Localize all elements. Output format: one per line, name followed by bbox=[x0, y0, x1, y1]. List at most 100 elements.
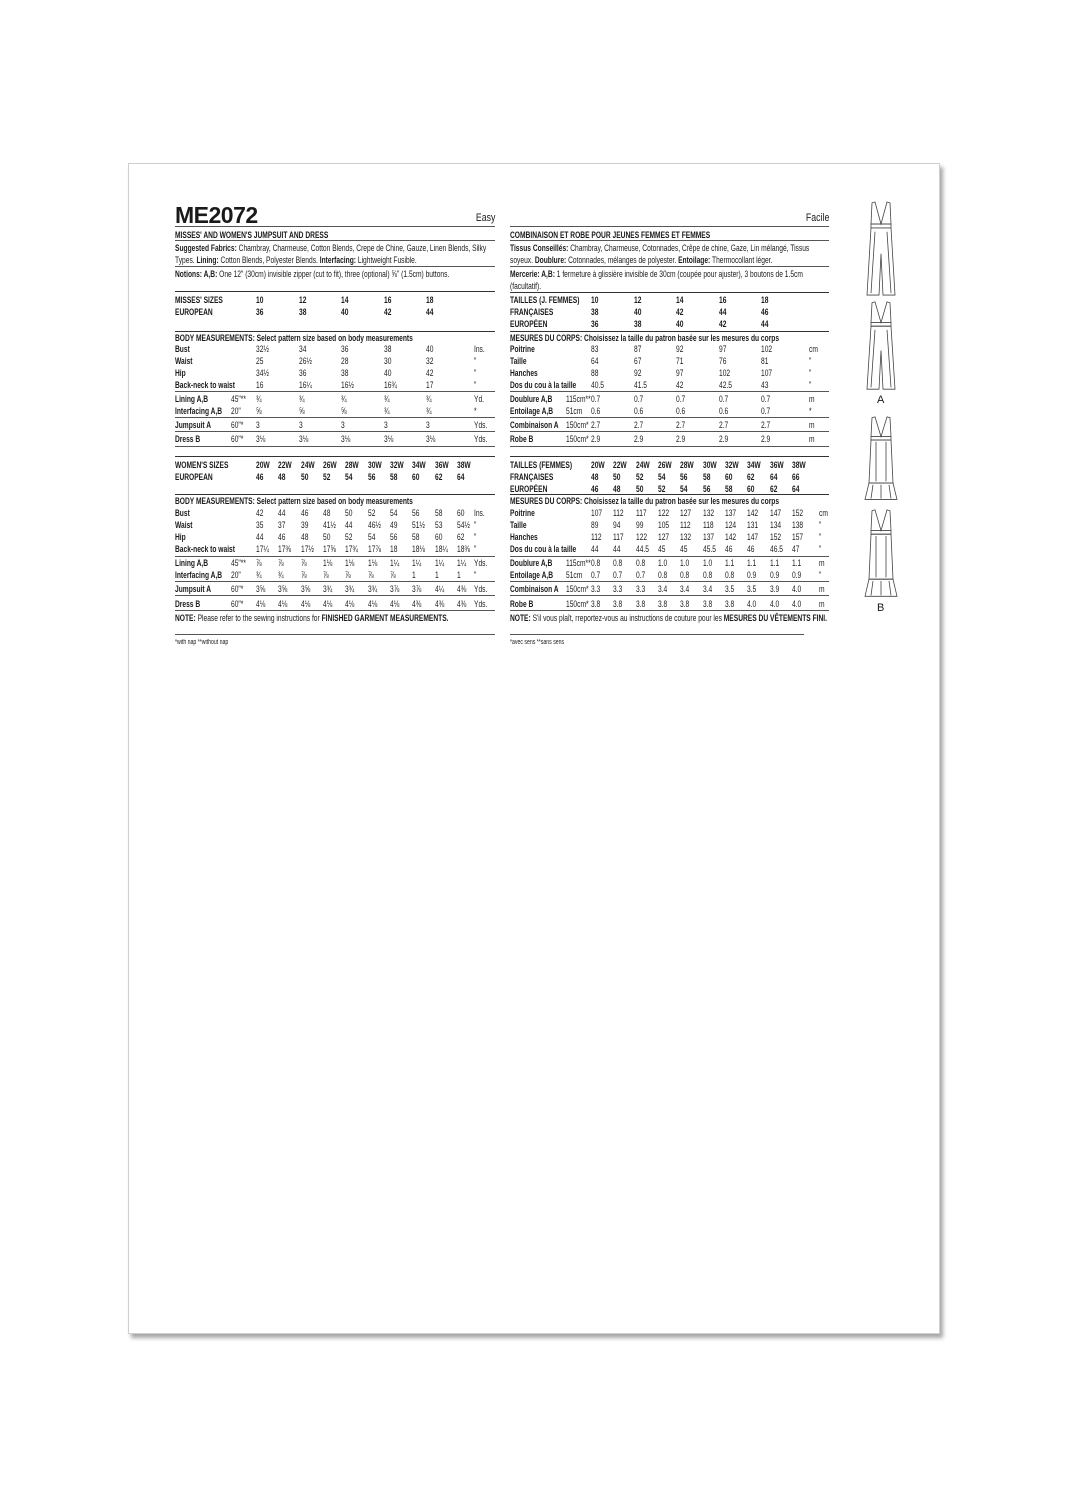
fabric-width: 150cm* bbox=[566, 599, 589, 609]
size-value: 26W bbox=[658, 460, 672, 470]
divider bbox=[175, 417, 495, 418]
size-value: 58 bbox=[434, 508, 443, 518]
body-row-label: Waist bbox=[175, 356, 193, 366]
size-value: 1.1 bbox=[747, 558, 757, 568]
body-row-label: Hip bbox=[175, 368, 186, 378]
size-value: 112 bbox=[613, 508, 624, 518]
yardage-value: 2.7 bbox=[718, 420, 728, 430]
yardage-row-label: Jumpsuit A bbox=[175, 584, 212, 594]
size-value: 17¾ bbox=[345, 544, 359, 554]
size-value: 25 bbox=[256, 356, 264, 366]
size-value: 42 bbox=[676, 307, 684, 317]
size-value: 58 bbox=[702, 472, 711, 482]
size-value: ¾ bbox=[256, 570, 262, 580]
size-value: 94 bbox=[613, 520, 621, 530]
size-row-label: EUROPEAN bbox=[175, 307, 213, 317]
unit: m bbox=[809, 434, 815, 444]
size-value: 40.5 bbox=[591, 380, 604, 390]
size-value: 38W bbox=[457, 460, 471, 470]
size-value: 36 bbox=[341, 344, 349, 354]
size-value: 40 bbox=[633, 307, 641, 317]
size-value: 18 bbox=[390, 544, 398, 554]
size-value: 64 bbox=[792, 484, 800, 494]
size-value: 48 bbox=[591, 472, 599, 482]
unit: " bbox=[474, 368, 477, 378]
divider bbox=[175, 634, 495, 635]
unit: cm bbox=[819, 508, 828, 518]
size-value: 134 bbox=[769, 520, 781, 530]
size-value: 18¼ bbox=[434, 544, 448, 554]
yardage-value: 4.0 bbox=[792, 584, 802, 594]
fabrics-text: Suggested Fabrics: Chambray, Charmeuse, … bbox=[175, 242, 495, 266]
size-value: 48 bbox=[323, 508, 331, 518]
yardage-row-label: Entoilage A,B bbox=[510, 570, 554, 580]
size-value: 89 bbox=[591, 520, 599, 530]
size-value: 24W bbox=[300, 460, 315, 470]
divider bbox=[175, 456, 495, 457]
size-value: 0.7 bbox=[591, 394, 601, 404]
unit: * bbox=[474, 406, 477, 416]
size-value: 16 bbox=[256, 380, 264, 390]
size-value: 56 bbox=[680, 472, 688, 482]
size-value: 42.5 bbox=[718, 380, 732, 390]
size-value: 1.1 bbox=[769, 558, 780, 568]
size-value: 0.9 bbox=[747, 570, 757, 580]
size-value: 38 bbox=[341, 368, 349, 378]
size-value: 46 bbox=[256, 472, 264, 482]
yardage-value: 2.9 bbox=[718, 434, 728, 444]
size-value: 43 bbox=[761, 380, 769, 390]
size-value: 58 bbox=[390, 472, 398, 482]
yardage-row-label: Jumpsuit A bbox=[175, 420, 212, 430]
body-row-label: Waist bbox=[175, 520, 193, 530]
size-value: 38 bbox=[633, 319, 641, 329]
size-value: 56 bbox=[390, 532, 398, 542]
size-value: 87 bbox=[633, 344, 641, 354]
yardage-row-label: Interfacing A,B bbox=[175, 570, 223, 580]
yardage-value: 3⅞ bbox=[390, 584, 400, 594]
unit: " bbox=[819, 544, 822, 554]
size-value: ⅞ bbox=[300, 570, 307, 580]
size-value: 32W bbox=[725, 460, 739, 470]
size-value: 48 bbox=[613, 484, 621, 494]
size-value: ⅞ bbox=[278, 558, 284, 568]
unit: m bbox=[819, 584, 825, 594]
divider bbox=[510, 240, 829, 241]
divider bbox=[175, 581, 495, 582]
divider bbox=[175, 240, 495, 241]
size-value: 17¼ bbox=[256, 544, 269, 554]
fabric-width: 20" bbox=[231, 406, 241, 416]
size-value: 107 bbox=[761, 368, 773, 378]
yardage-value: 4¼ bbox=[434, 584, 445, 594]
unit: " bbox=[474, 532, 477, 542]
yardage-row-label: Robe B bbox=[510, 434, 534, 444]
body-row-label: Back-neck to waist bbox=[175, 380, 235, 390]
size-value: 54½ bbox=[457, 520, 471, 530]
unit: Ins. bbox=[474, 344, 485, 354]
size-value: 46 bbox=[761, 307, 769, 317]
size-value: 1.1 bbox=[792, 558, 802, 568]
size-value: 46.5 bbox=[769, 544, 783, 554]
text: One 12" (30cm) invisible zipper (cut to … bbox=[217, 269, 450, 279]
size-value: 62 bbox=[747, 472, 755, 482]
size-value: 44 bbox=[345, 520, 353, 530]
fabric-width: 115cm** bbox=[566, 558, 591, 568]
size-value: 17⅞ bbox=[367, 544, 381, 554]
size-value: 42 bbox=[426, 368, 434, 378]
size-value: 92 bbox=[676, 344, 684, 354]
size-value: 142 bbox=[725, 532, 737, 542]
size-value: ¾ bbox=[278, 570, 284, 580]
yardage-value: 3¾ bbox=[323, 584, 333, 594]
size-value: 37 bbox=[278, 520, 286, 530]
unit: " bbox=[474, 356, 477, 366]
size-value: 14 bbox=[676, 295, 684, 305]
size-value: 30W bbox=[702, 460, 717, 470]
size-value: 132 bbox=[680, 532, 692, 542]
size-value: 42 bbox=[256, 508, 264, 518]
size-value: 42 bbox=[383, 307, 391, 317]
yardage-value: 4⅛ bbox=[323, 599, 333, 609]
bold-text: Notions: A,B: bbox=[175, 269, 218, 279]
text: Chambray, Charmeuse, Cotonnades, Crêpe d… bbox=[510, 243, 810, 265]
size-value: 0.7 bbox=[635, 570, 645, 580]
view-label-b: B bbox=[877, 602, 885, 614]
size-value: 105 bbox=[658, 520, 670, 530]
